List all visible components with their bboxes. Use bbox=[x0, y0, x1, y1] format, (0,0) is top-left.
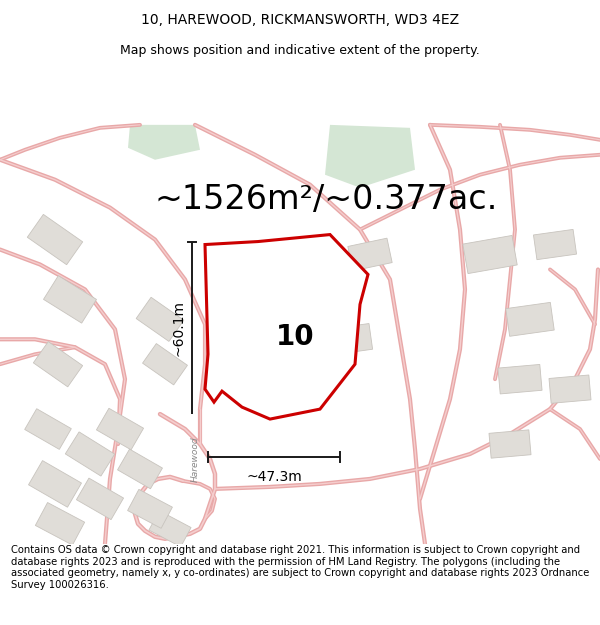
Bar bbox=[35, 503, 85, 545]
Text: Contains OS data © Crown copyright and database right 2021. This information is : Contains OS data © Crown copyright and d… bbox=[11, 545, 589, 590]
Text: 10: 10 bbox=[275, 323, 314, 351]
Text: Map shows position and indicative extent of the property.: Map shows position and indicative extent… bbox=[120, 44, 480, 57]
Text: ~47.3m: ~47.3m bbox=[246, 470, 302, 484]
Text: ~60.1m: ~60.1m bbox=[171, 300, 185, 356]
Polygon shape bbox=[205, 234, 368, 419]
Bar bbox=[44, 276, 97, 323]
Bar bbox=[76, 478, 124, 519]
Text: ~1526m²/~0.377ac.: ~1526m²/~0.377ac. bbox=[155, 183, 499, 216]
Bar bbox=[65, 432, 115, 476]
Bar bbox=[348, 238, 392, 271]
Bar bbox=[29, 461, 82, 508]
Text: 10, HAREWOOD, RICKMANSWORTH, WD3 4EZ: 10, HAREWOOD, RICKMANSWORTH, WD3 4EZ bbox=[141, 12, 459, 27]
Bar bbox=[328, 324, 373, 355]
Bar bbox=[143, 344, 187, 385]
Bar bbox=[25, 409, 71, 449]
Bar bbox=[34, 342, 83, 387]
Polygon shape bbox=[325, 125, 415, 188]
Bar bbox=[136, 298, 184, 341]
Bar bbox=[463, 236, 517, 274]
Bar bbox=[489, 430, 531, 458]
Bar bbox=[118, 449, 163, 489]
Bar bbox=[549, 375, 591, 403]
Bar bbox=[97, 408, 143, 450]
Bar bbox=[128, 489, 172, 528]
Polygon shape bbox=[128, 125, 200, 160]
Bar bbox=[533, 229, 577, 259]
Bar bbox=[498, 364, 542, 394]
Text: Harewood: Harewood bbox=[191, 436, 199, 482]
Bar bbox=[149, 511, 191, 547]
Bar bbox=[506, 302, 554, 336]
Bar bbox=[28, 214, 83, 265]
Bar bbox=[286, 272, 335, 307]
